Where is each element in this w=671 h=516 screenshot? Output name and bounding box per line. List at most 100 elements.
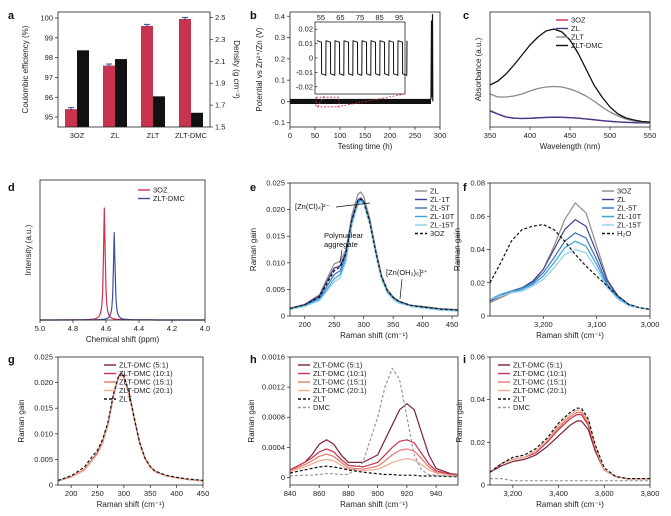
x-tick-label-b: 50 — [311, 131, 319, 140]
y-tick-label-b: 0.4 — [275, 12, 285, 21]
legend-label-e: ZL-10T — [430, 212, 455, 221]
series-line — [490, 224, 650, 310]
series-line — [290, 201, 458, 312]
y-tick-label-h: 0.0008 — [262, 413, 285, 422]
y-tick-label-a: 95 — [45, 113, 53, 122]
y-tick-label-b: 0 — [281, 97, 285, 106]
legend-label-e: ZL — [430, 187, 439, 196]
series-line — [58, 372, 203, 481]
plot-frame-c — [489, 11, 651, 128]
bar-coulombic-efficiency — [141, 25, 153, 127]
series-line — [490, 411, 650, 480]
y-tick-label-f: 0.08 — [470, 179, 485, 188]
y-tick-label-b: 0.2 — [275, 54, 285, 63]
y-tick-label-g: 0.020 — [34, 378, 53, 387]
legend-label-e: ZL-5T — [430, 204, 450, 213]
x-tick-label-c: 500 — [604, 131, 617, 140]
x-tick-label-b: 150 — [359, 131, 372, 140]
x-tick-label-e: 450 — [446, 320, 459, 329]
y2-tick-label-a: 2.1 — [215, 57, 225, 66]
y-tick-label-f: 0.04 — [470, 245, 485, 254]
x-tick-label-d: 5.0 — [35, 324, 45, 333]
x-tick-label-d: 4.6 — [101, 324, 111, 333]
legend-label-h: ZLT — [313, 395, 326, 404]
y2-axis-label-a: Density (g cm⁻³) — [232, 40, 241, 99]
inset-y-tick-label: 0.01 — [298, 39, 313, 48]
bar-coulombic-efficiency — [65, 109, 77, 127]
legend-label-c: ZLT-DMC — [571, 41, 604, 50]
y2-tick-label-a: 2.3 — [215, 35, 225, 44]
panel-label-e: e — [250, 182, 256, 194]
x-tick-label-a: ZLT — [147, 131, 160, 140]
series-line — [490, 248, 650, 310]
y-tick-label-b: 0.3 — [275, 33, 285, 42]
panel-label-h: h — [250, 354, 257, 366]
x-tick-label-c: 450 — [564, 131, 577, 140]
annotation-polynuclear: aggregate — [324, 240, 358, 249]
x-tick-label-e: 350 — [387, 320, 400, 329]
y-axis-label-d: Intensity (a.u.) — [24, 224, 33, 275]
x-axis-label-b: Testing time (h) — [338, 142, 393, 151]
legend-label-i: ZLT-DMC (15:1) — [513, 378, 567, 387]
x-tick-label-f: 3,000 — [641, 320, 660, 329]
series-line — [490, 420, 650, 480]
nmr-peak-zlt-dmc — [40, 232, 205, 321]
x-axis-label-i: Raman shift (cm⁻¹) — [536, 500, 604, 509]
series-line — [290, 465, 458, 478]
plot-frame-d — [39, 179, 206, 321]
series-line — [490, 240, 650, 310]
legend-label-i: ZLT-DMC (20:1) — [513, 386, 567, 395]
y-tick-label-f: 0.06 — [470, 212, 485, 221]
inset-y-tick-label: 0 — [309, 54, 313, 63]
series-layer — [290, 367, 458, 478]
bar-coulombic-efficiency — [103, 65, 115, 127]
x-tick-label-h: 860 — [313, 489, 326, 498]
annotation-arrow — [399, 278, 403, 300]
bar-density — [115, 59, 127, 127]
x-tick-label-e: 300 — [357, 320, 370, 329]
x-tick-label-h: 920 — [401, 489, 414, 498]
legend-label-i: DMC — [513, 403, 531, 412]
panel-label-c: c — [463, 10, 469, 22]
y-axis-label-i: Raman gain — [455, 399, 464, 442]
legend-label-e: ZL-1T — [430, 195, 450, 204]
legend-label-g: ZLT-DMC (10:1) — [119, 369, 173, 378]
voltage-band — [290, 98, 431, 104]
panel-f: 3,200 3,100 3,000 0 0.02 0.04 0.06 0.08 Raman sh… — [453, 179, 659, 341]
series-line-zl — [489, 110, 651, 124]
series-line-zlt — [489, 85, 651, 124]
x-axis-label-d: Chemical shift (ppm) — [86, 335, 160, 344]
y-tick-label-i: 0.04 — [470, 395, 485, 404]
x-tick-label-c: 400 — [524, 131, 537, 140]
legend-label-g: ZLT-DMC (20:1) — [119, 386, 173, 395]
x-tick-label-d: 4.4 — [134, 324, 144, 333]
series-line — [490, 407, 650, 480]
plot-frame-g — [57, 356, 204, 486]
y-tick-label-a: 98 — [45, 53, 53, 62]
series-line — [290, 403, 458, 476]
legend-label-h: DMC — [313, 403, 331, 412]
y-tick-label-i: 0.02 — [470, 438, 485, 447]
x-tick-label-g: 450 — [197, 489, 210, 498]
x-tick-label-b: 0 — [288, 131, 292, 140]
panel-label-a: a — [8, 10, 15, 22]
y-tick-label-f: 0 — [481, 312, 485, 321]
x-tick-label-i: 3,400 — [549, 489, 568, 498]
x-tick-label-c: 550 — [644, 131, 657, 140]
bar-coulombic-efficiency — [179, 18, 191, 128]
x-tick-label-h: 940 — [430, 489, 443, 498]
series-line — [58, 374, 203, 482]
panel-label-f: f — [463, 182, 467, 194]
series-line — [290, 448, 458, 476]
panel-i: 3,200 3,400 3,600 3,800 0 0.02 0.04 0.06 Raman s… — [455, 353, 659, 510]
series-line — [290, 458, 458, 477]
legend-label-f: ZL-10T — [617, 212, 642, 221]
annotation-znoh26: [Zn(OH₂)₆]²⁺ — [386, 268, 428, 277]
y-tick-label-g: 0 — [49, 481, 53, 490]
panel-label-i: i — [463, 354, 466, 366]
series-line — [490, 478, 650, 482]
legend-label-h: ZLT-DMC (15:1) — [313, 378, 367, 387]
legend-label-c: 3OZ — [571, 16, 586, 25]
series-layer — [490, 407, 650, 482]
voltage-failure-spike — [430, 14, 434, 102]
